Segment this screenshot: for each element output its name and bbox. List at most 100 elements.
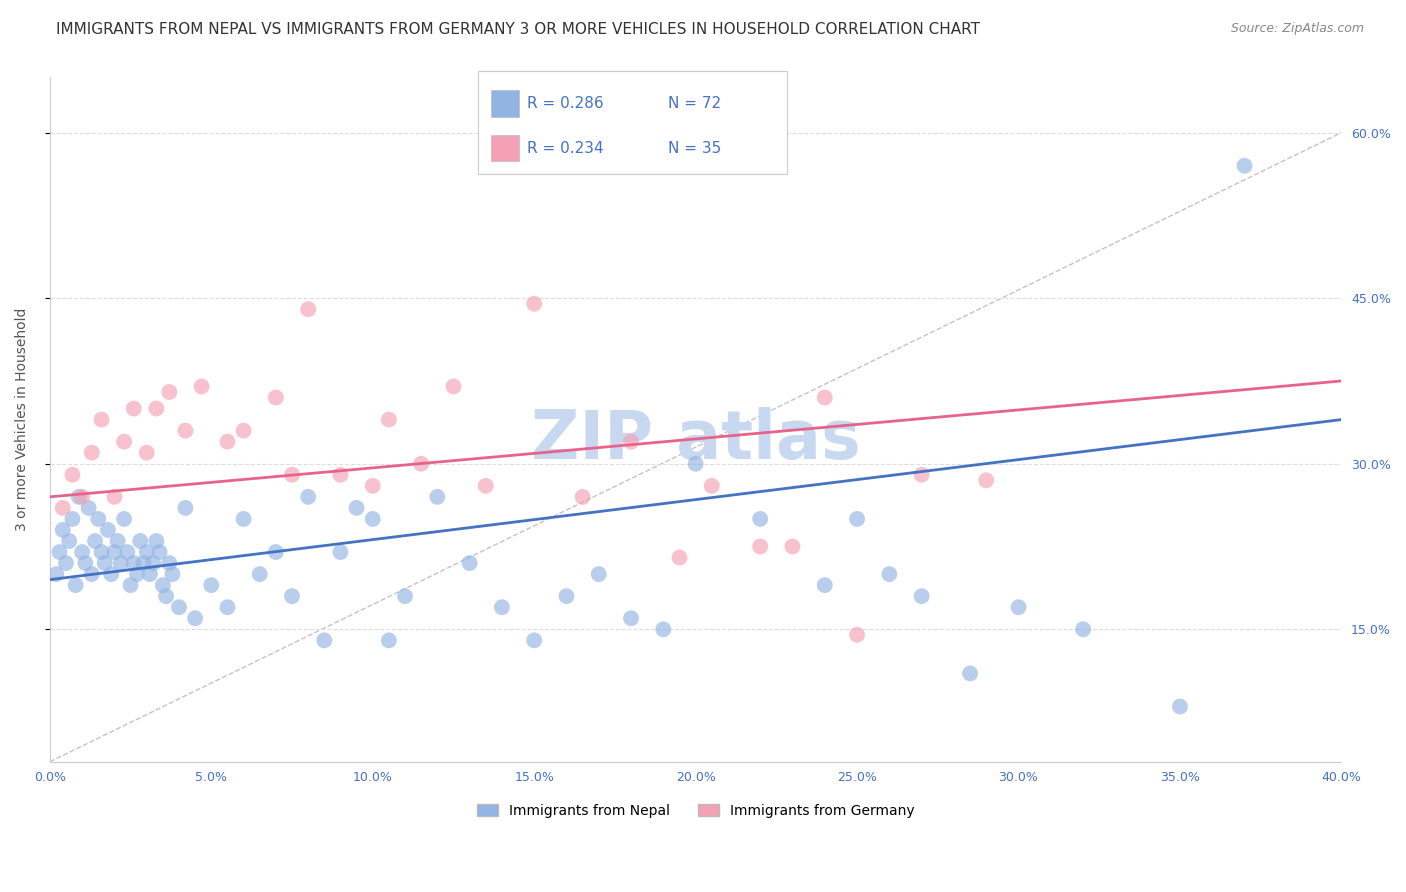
Text: ZIP atlas: ZIP atlas [531, 407, 860, 473]
Legend: Immigrants from Nepal, Immigrants from Germany: Immigrants from Nepal, Immigrants from G… [471, 798, 920, 823]
Point [378, 412, 401, 426]
Point [249, 567, 271, 582]
Point [174, 500, 197, 515]
Point [52, 500, 75, 515]
Point [217, 600, 239, 615]
Point [1168, 699, 1191, 714]
Point [139, 567, 162, 582]
Point [458, 556, 481, 570]
Point [782, 540, 804, 554]
Point [411, 457, 433, 471]
Point [122, 401, 145, 416]
Point [232, 424, 254, 438]
Point [668, 550, 690, 565]
Point [264, 545, 287, 559]
Text: R = 0.234: R = 0.234 [527, 141, 603, 155]
Point [142, 556, 165, 570]
Point [75, 556, 97, 570]
Y-axis label: 3 or more Vehicles in Household: 3 or more Vehicles in Household [15, 308, 30, 532]
Point [523, 633, 546, 648]
Point [132, 556, 155, 570]
Point [135, 545, 157, 559]
Point [67, 490, 90, 504]
Point [190, 379, 212, 393]
Point [620, 434, 643, 449]
Point [314, 633, 336, 648]
Point [523, 296, 546, 310]
Point [70, 545, 93, 559]
Point [911, 467, 934, 482]
Point [48, 545, 70, 559]
Point [297, 302, 319, 317]
Point [200, 578, 222, 592]
Point [157, 556, 180, 570]
Point [120, 578, 142, 592]
Point [911, 589, 934, 603]
Point [846, 512, 869, 526]
Point [297, 490, 319, 504]
Point [80, 446, 103, 460]
Point [87, 512, 110, 526]
Point [361, 479, 384, 493]
Point [394, 589, 416, 603]
Point [62, 467, 84, 482]
Point [232, 512, 254, 526]
Point [329, 467, 352, 482]
Point [974, 473, 997, 487]
Point [174, 424, 197, 438]
Point [378, 633, 401, 648]
Point [846, 628, 869, 642]
Point [620, 611, 643, 625]
Point [90, 412, 112, 426]
Point [426, 490, 449, 504]
Point [361, 512, 384, 526]
Point [80, 567, 103, 582]
Point [122, 556, 145, 570]
Point [97, 523, 120, 537]
Point [145, 534, 167, 549]
Point [52, 523, 75, 537]
Point [152, 578, 174, 592]
Point [184, 611, 207, 625]
Text: N = 35: N = 35 [668, 141, 721, 155]
Point [129, 534, 152, 549]
Point [45, 567, 67, 582]
Point [93, 556, 115, 570]
Point [162, 567, 184, 582]
Text: R = 0.286: R = 0.286 [527, 96, 603, 111]
Point [685, 457, 707, 471]
Point [588, 567, 610, 582]
Point [145, 401, 167, 416]
Point [117, 545, 139, 559]
Point [814, 578, 837, 592]
Point [62, 512, 84, 526]
Point [90, 545, 112, 559]
Point [474, 479, 496, 493]
Point [157, 384, 180, 399]
Point [135, 446, 157, 460]
Point [1007, 600, 1029, 615]
Point [155, 589, 177, 603]
Text: Source: ZipAtlas.com: Source: ZipAtlas.com [1230, 22, 1364, 36]
Point [281, 589, 304, 603]
Point [125, 567, 148, 582]
Point [281, 467, 304, 482]
Point [749, 540, 772, 554]
Point [443, 379, 465, 393]
Text: N = 72: N = 72 [668, 96, 721, 111]
Point [555, 589, 578, 603]
Point [103, 545, 125, 559]
Point [1071, 622, 1094, 636]
Point [107, 534, 129, 549]
Text: IMMIGRANTS FROM NEPAL VS IMMIGRANTS FROM GERMANY 3 OR MORE VEHICLES IN HOUSEHOLD: IMMIGRANTS FROM NEPAL VS IMMIGRANTS FROM… [56, 22, 980, 37]
Point [959, 666, 981, 681]
Point [571, 490, 593, 504]
Point [100, 567, 122, 582]
Point [77, 500, 100, 515]
Point [652, 622, 675, 636]
Point [84, 534, 107, 549]
Point [700, 479, 723, 493]
Point [264, 391, 287, 405]
Point [112, 512, 135, 526]
Point [70, 490, 93, 504]
